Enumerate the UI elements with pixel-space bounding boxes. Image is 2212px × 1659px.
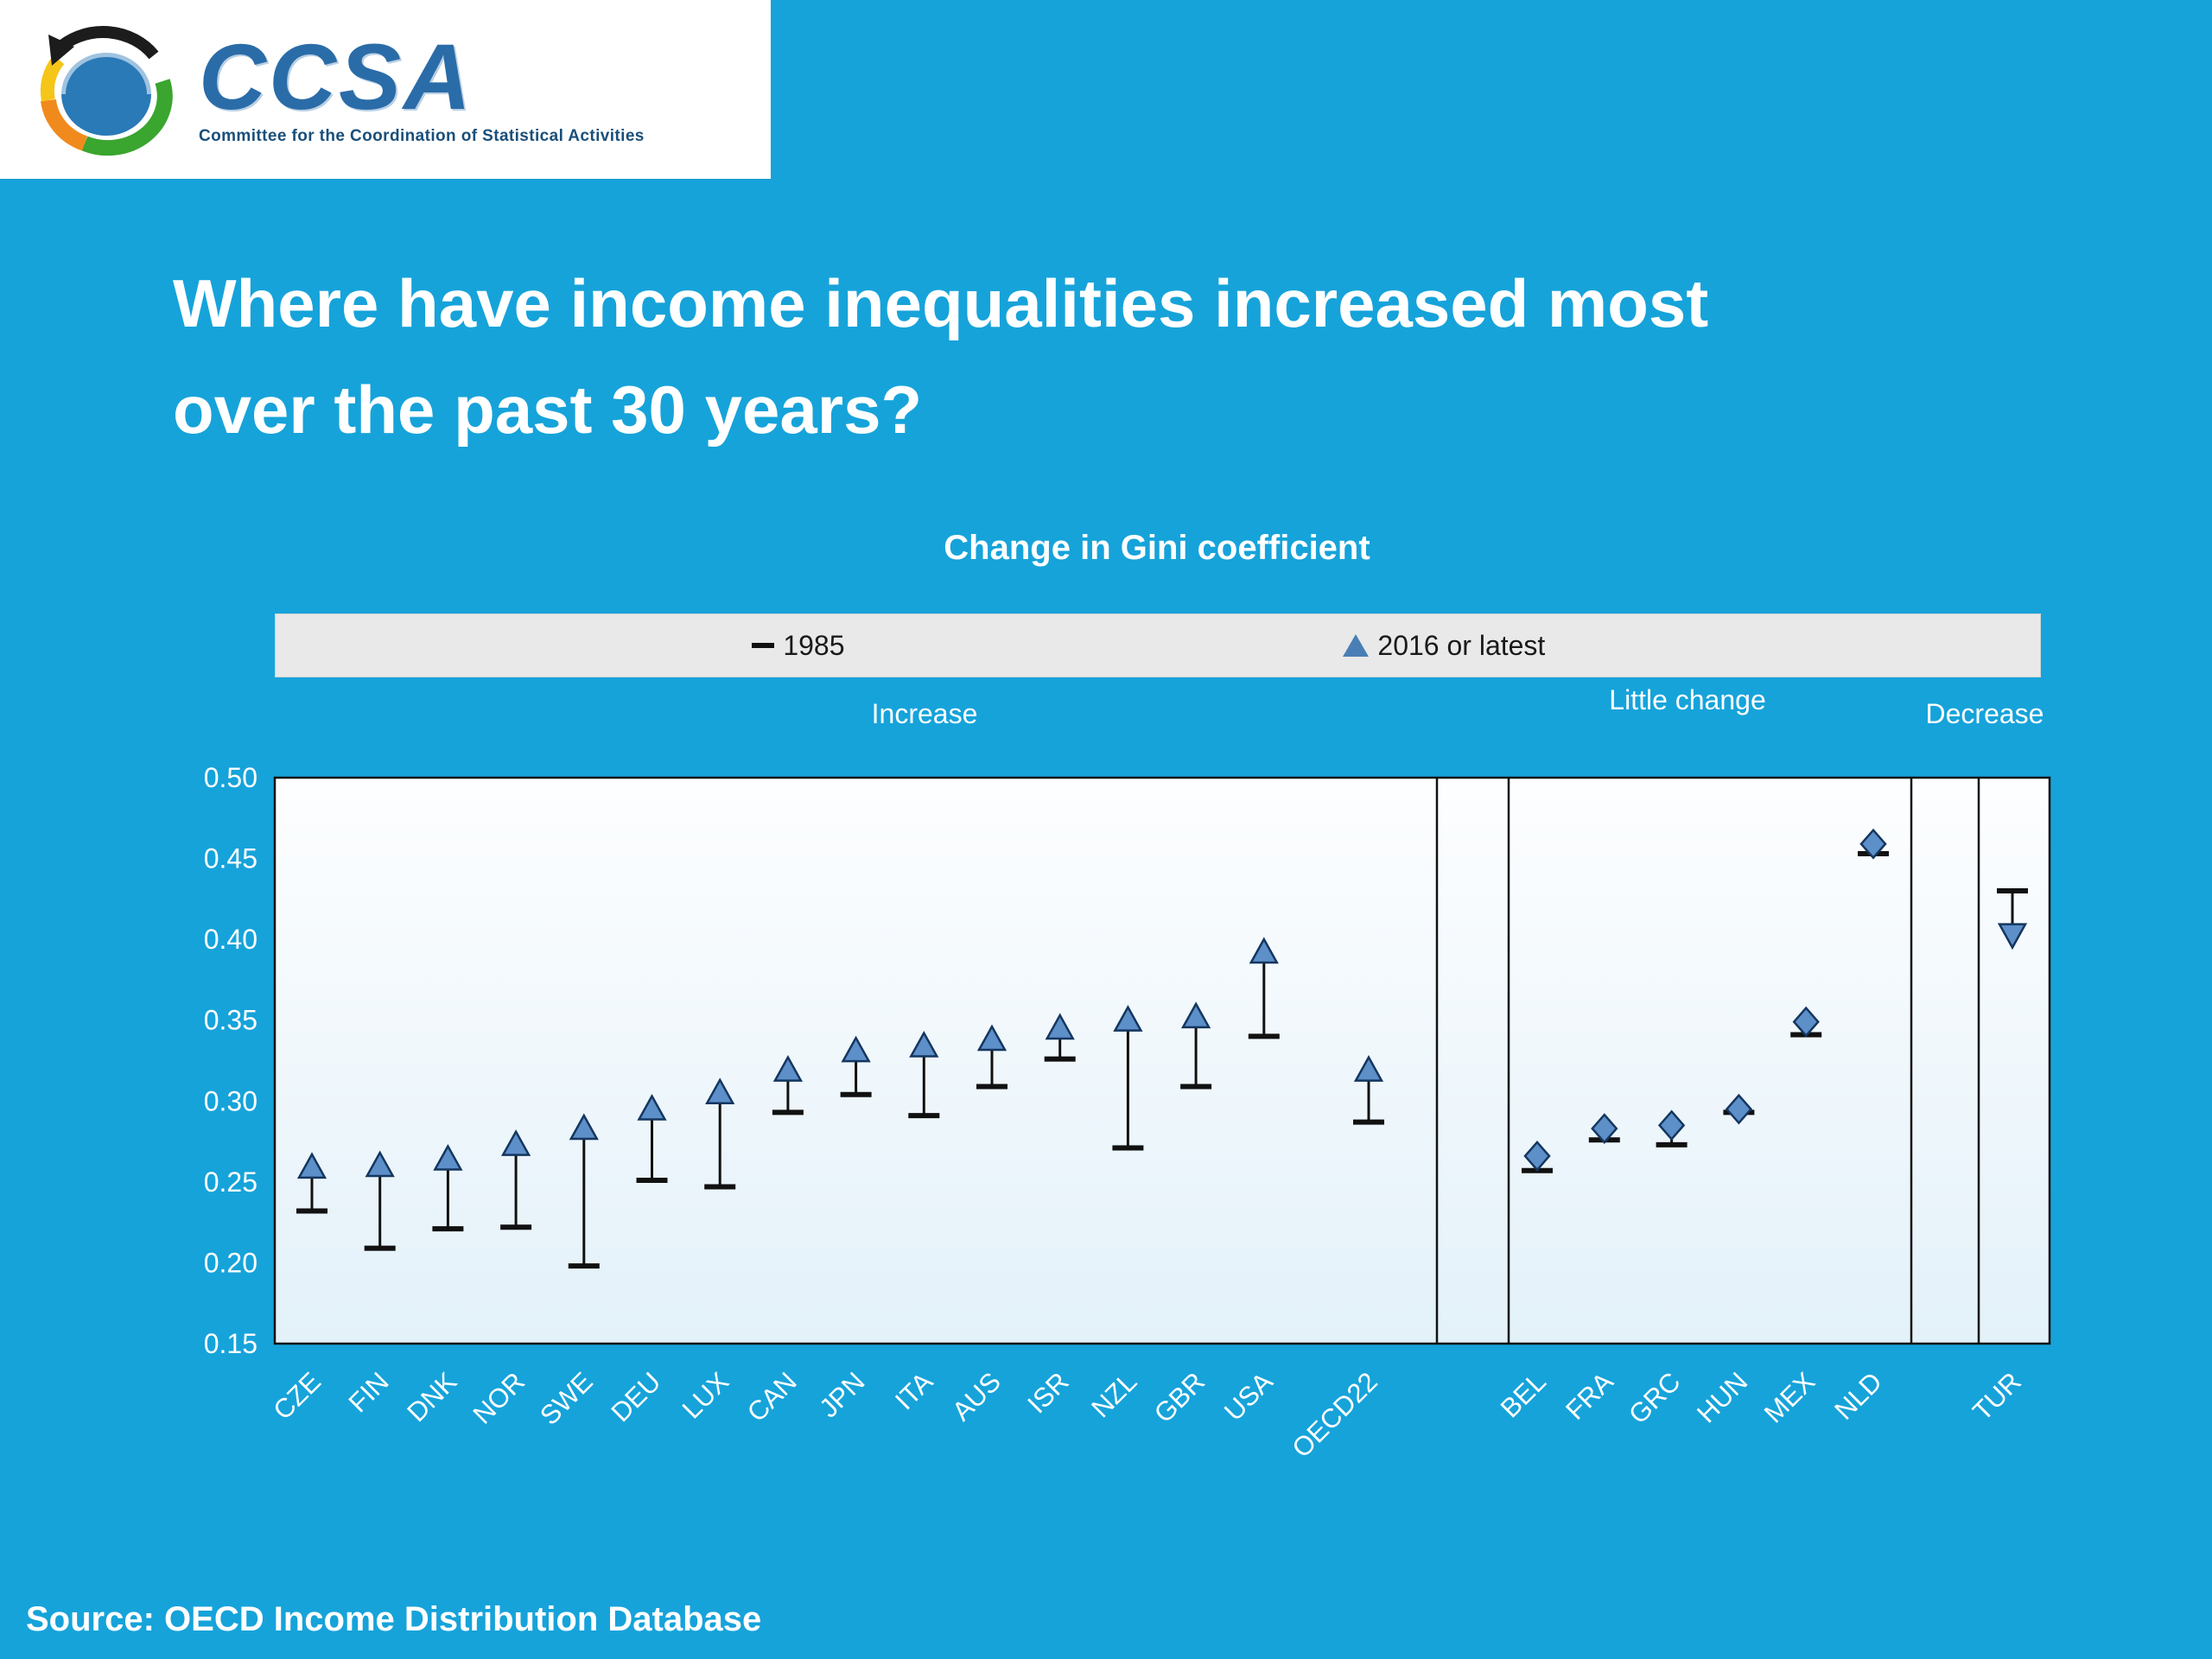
svg-text:0.30: 0.30 [204, 1085, 257, 1116]
dash-1985-icon [752, 643, 775, 648]
svg-text:0.35: 0.35 [204, 1005, 257, 1036]
group-label-increase: Increase [871, 698, 978, 729]
svg-text:HUN: HUN [1691, 1366, 1753, 1428]
legend-2016-label: 2016 or latest [1377, 629, 1546, 661]
logo-tagline: Committee for the Coordination of Statis… [199, 126, 645, 145]
svg-text:NZL: NZL [1085, 1366, 1142, 1423]
logo-wordmark: CCSA [199, 24, 474, 130]
source-note: Source: OECD Income Distribution Databas… [26, 1600, 762, 1638]
svg-text:NOR: NOR [467, 1366, 531, 1429]
svg-text:0.25: 0.25 [204, 1166, 257, 1198]
gini-change-chart: 0.50 0.45 0.40 0.35 0.30 0.25 0.20 0.15 CZE FIN DN… [204, 762, 2051, 1464]
svg-text:MEX: MEX [1758, 1366, 1821, 1428]
svg-text:ISR: ISR [1021, 1366, 1074, 1419]
chart-title: Change in Gini coefficient [944, 529, 1370, 567]
legend-item-2016: 2016 or latest [1343, 614, 1545, 677]
svg-text:NLD: NLD [1828, 1366, 1888, 1426]
svg-text:OECD22: OECD22 [1286, 1366, 1382, 1463]
legend-item-1985: 1985 [752, 614, 845, 677]
svg-text:FRA: FRA [1560, 1366, 1619, 1426]
svg-text:FIN: FIN [343, 1366, 395, 1418]
svg-text:CAN: CAN [741, 1366, 803, 1427]
svg-text:BEL: BEL [1495, 1366, 1552, 1423]
chart-legend: 1985 2016 or latest [275, 613, 2041, 677]
group-label-little-change: Little change [1609, 684, 1766, 715]
svg-text:LUX: LUX [677, 1366, 735, 1425]
svg-text:0.15: 0.15 [204, 1328, 257, 1359]
group-label-decrease: Decrease [1925, 698, 2044, 729]
svg-text:DEU: DEU [605, 1366, 666, 1427]
page-title-line2: over the past 30 years? [173, 372, 923, 448]
svg-text:DNK: DNK [401, 1366, 462, 1427]
svg-text:USA: USA [1218, 1366, 1279, 1427]
header-logo-area: CCSA Committee for the Coordination of S… [0, 0, 771, 179]
svg-text:GBR: GBR [1148, 1366, 1211, 1428]
legend-1985-label: 1985 [783, 629, 845, 661]
svg-text:0.50: 0.50 [204, 762, 257, 793]
page-title: Where have income inequalities increased… [173, 251, 1708, 463]
svg-text:0.45: 0.45 [204, 843, 257, 874]
svg-text:TUR: TUR [1967, 1366, 2027, 1427]
page-title-line1: Where have income inequalities increased… [173, 265, 1709, 341]
svg-text:AUS: AUS [946, 1366, 1007, 1427]
ccsa-logo-icon [40, 25, 173, 156]
svg-text:CZE: CZE [267, 1366, 327, 1426]
logo-text-block: CCSA Committee for the Coordination of S… [199, 24, 645, 146]
svg-text:0.40: 0.40 [204, 924, 257, 955]
triangle-2016-icon [1343, 634, 1370, 657]
svg-text:SWE: SWE [534, 1366, 599, 1431]
svg-text:JPN: JPN [813, 1366, 870, 1423]
svg-text:0.20: 0.20 [204, 1247, 257, 1278]
svg-text:ITA: ITA [889, 1366, 938, 1415]
svg-text:GRC: GRC [1623, 1366, 1686, 1429]
